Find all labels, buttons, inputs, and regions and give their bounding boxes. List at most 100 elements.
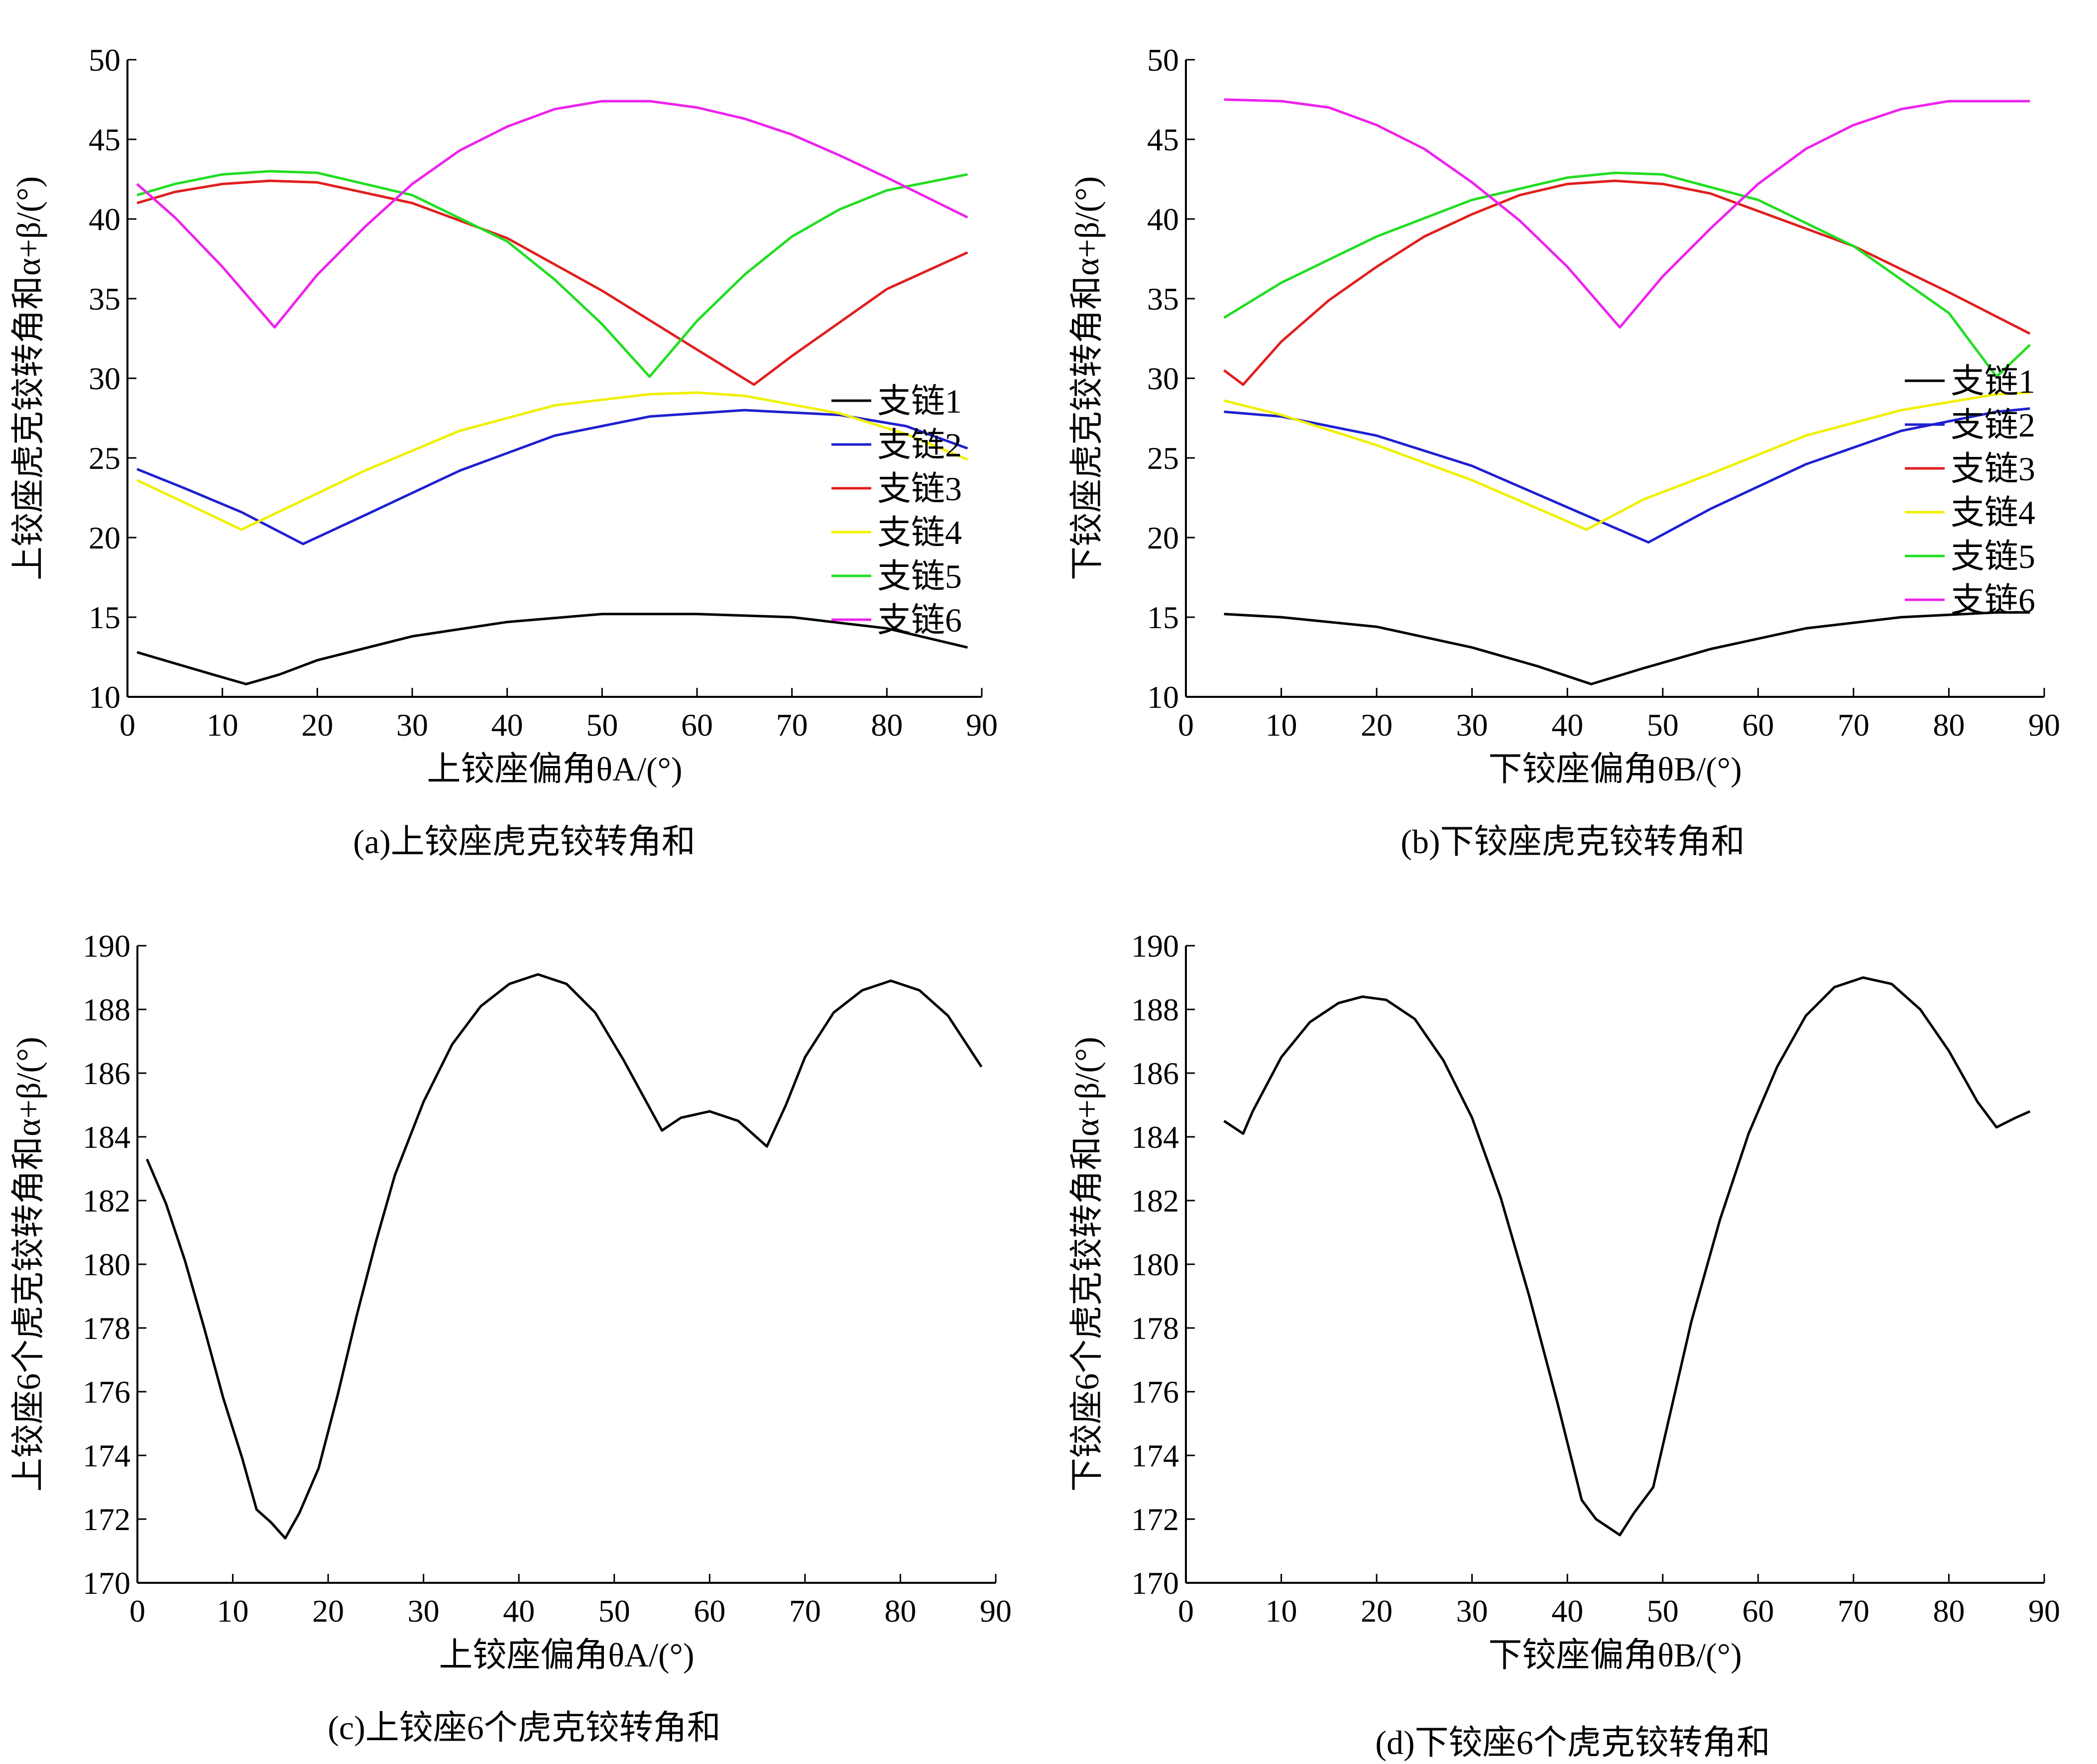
x-tick-label: 20 bbox=[312, 1593, 344, 1629]
legend-label: 支链1 bbox=[1951, 362, 2035, 400]
y-tick-label: 186 bbox=[83, 1056, 130, 1091]
series-line-4 bbox=[136, 391, 968, 531]
y-tick-label: 15 bbox=[89, 600, 120, 635]
y-axis-title: 下铰座虎克铰转角和α+β/(°) bbox=[1068, 176, 1106, 580]
y-tick-label: 10 bbox=[1147, 679, 1179, 715]
x-tick-label: 20 bbox=[1361, 1593, 1393, 1629]
y-tick-label: 176 bbox=[83, 1374, 130, 1410]
series-line-1 bbox=[136, 613, 968, 685]
legend-label: 支链2 bbox=[1951, 406, 2035, 444]
y-tick-label: 188 bbox=[1131, 992, 1179, 1027]
legend-label: 支链3 bbox=[877, 470, 962, 508]
x-tick-label: 70 bbox=[789, 1593, 821, 1629]
x-tick-label: 60 bbox=[1742, 1593, 1774, 1629]
x-tick-label: 40 bbox=[1551, 707, 1583, 743]
y-tick-label: 182 bbox=[1131, 1183, 1179, 1218]
x-tick-label: 20 bbox=[301, 707, 333, 743]
y-tick-label: 50 bbox=[89, 42, 120, 78]
x-tick-label: 80 bbox=[871, 707, 903, 743]
chart-panel-c: 0 10 20 30 40 50 60 70 80 90 170 172 174 176 178 180 182… bbox=[0, 886, 1048, 1762]
legend-label: 支链4 bbox=[1951, 494, 2035, 532]
legend-label: 支链5 bbox=[877, 557, 962, 595]
x-tick-label: 70 bbox=[1838, 707, 1869, 743]
y-tick-label: 172 bbox=[83, 1502, 130, 1537]
chart-svg-a: 0 10 20 30 40 50 60 70 80 90101520253035404550上铰座… bbox=[9, 42, 998, 788]
y-tick-label: 172 bbox=[1131, 1502, 1179, 1537]
x-tick-label: 10 bbox=[217, 1593, 249, 1629]
y-tick-label: 20 bbox=[89, 520, 120, 555]
legend-label: 支链6 bbox=[1951, 581, 2035, 619]
y-tick-label: 35 bbox=[89, 281, 120, 317]
chart-caption-a: (a)上铰座虎克铰转角和 bbox=[353, 823, 696, 861]
x-tick-label: 0 bbox=[129, 1593, 145, 1629]
y-tick-label: 178 bbox=[1131, 1311, 1179, 1346]
y-tick-label: 35 bbox=[1147, 281, 1179, 317]
series-line-3 bbox=[136, 179, 968, 386]
x-tick-label: 40 bbox=[491, 707, 523, 743]
x-tick-label: 50 bbox=[1647, 707, 1679, 743]
y-tick-label: 180 bbox=[83, 1247, 130, 1282]
y-tick-label: 30 bbox=[89, 361, 120, 396]
y-tick-label: 40 bbox=[89, 202, 120, 237]
chart-caption-d: (d)下铰座6个虎克铰转角和 bbox=[1375, 1724, 1770, 1762]
x-tick-label: 70 bbox=[776, 707, 808, 743]
y-axis-title: 上铰座虎克铰转角和α+β/(°) bbox=[9, 176, 47, 580]
x-tick-label: 60 bbox=[694, 1593, 725, 1629]
x-tick-label: 90 bbox=[2028, 707, 2060, 743]
y-tick-label: 30 bbox=[1147, 361, 1179, 396]
x-tick-label: 30 bbox=[1456, 707, 1488, 743]
series-line-1 bbox=[145, 973, 983, 1540]
y-tick-label: 45 bbox=[1147, 122, 1179, 157]
chart-caption-c: (c)上铰座6个虎克铰转角和 bbox=[328, 1709, 721, 1747]
x-tick-label: 10 bbox=[207, 707, 238, 743]
x-tick-label: 50 bbox=[1647, 1593, 1679, 1629]
legend-label: 支链5 bbox=[1951, 538, 2035, 575]
y-tick-label: 178 bbox=[83, 1311, 130, 1346]
series-line-5 bbox=[136, 170, 968, 378]
y-tick-label: 184 bbox=[1131, 1119, 1179, 1155]
chart-svg-d: 0 10 20 30 40 50 60 70 80 90 170 172 174 176 178 180 182… bbox=[1068, 928, 2060, 1674]
series-line-1 bbox=[1224, 611, 2030, 685]
y-tick-label: 190 bbox=[1131, 928, 1179, 964]
y-tick-label: 186 bbox=[1131, 1056, 1179, 1091]
x-tick-label: 30 bbox=[408, 1593, 440, 1629]
x-tick-label: 50 bbox=[598, 1593, 630, 1629]
x-tick-label: 30 bbox=[1456, 1593, 1488, 1629]
chart-panel-a: 0 10 20 30 40 50 60 70 80 90 10 15 20 25 30 35 40 45 50 上铰座… bbox=[0, 0, 1048, 876]
x-tick-label: 40 bbox=[503, 1593, 535, 1629]
y-tick-label: 170 bbox=[83, 1565, 130, 1601]
x-axis-title: 上铰座偏角θA/(°) bbox=[439, 1636, 694, 1674]
chart-panel-b: 0 10 20 30 40 50 60 70 80 90 10 15 20 25 30 35 40 45 50 下铰座… bbox=[1048, 0, 2097, 876]
y-tick-label: 10 bbox=[89, 679, 120, 715]
x-tick-label: 80 bbox=[884, 1593, 916, 1629]
chart-svg-c: 0 10 20 30 40 50 60 70 80 90 170 172 174 176 178 180 182… bbox=[9, 928, 1012, 1674]
y-axis-title: 下铰座6个虎克铰转角和α+β/(°) bbox=[1068, 1037, 1106, 1492]
legend-label: 支链2 bbox=[877, 426, 962, 464]
legend-label: 支链1 bbox=[877, 382, 962, 420]
y-tick-label: 20 bbox=[1147, 520, 1179, 555]
y-tick-label: 176 bbox=[1131, 1374, 1179, 1410]
x-tick-label: 0 bbox=[1178, 1593, 1194, 1629]
y-tick-label: 45 bbox=[89, 122, 120, 157]
x-tick-label: 60 bbox=[1742, 707, 1774, 743]
chart-panel-d: 0 10 20 30 40 50 60 70 80 90 170 172 174 176 178 180 182… bbox=[1048, 886, 2097, 1762]
x-tick-label: 30 bbox=[396, 707, 428, 743]
y-tick-label: 170 bbox=[1131, 1565, 1179, 1601]
series-line-1 bbox=[1223, 976, 2031, 1537]
y-tick-label: 174 bbox=[83, 1438, 130, 1473]
chart-svg-b: 0 10 20 30 40 50 60 70 80 90101520253035404550下铰座… bbox=[1068, 42, 2060, 788]
legend-label: 支链6 bbox=[877, 601, 962, 639]
x-tick-label: 0 bbox=[1178, 707, 1194, 743]
series-line-4 bbox=[1223, 391, 2030, 531]
legend-label: 支链4 bbox=[877, 514, 962, 551]
x-axis-title: 上铰座偏角θA/(°) bbox=[427, 750, 682, 788]
series-line-6 bbox=[1224, 98, 2030, 329]
y-axis-title: 上铰座6个虎克铰转角和α+β/(°) bbox=[9, 1037, 47, 1492]
x-tick-label: 10 bbox=[1266, 1593, 1297, 1629]
y-tick-label: 188 bbox=[83, 992, 130, 1027]
x-tick-label: 0 bbox=[119, 707, 135, 743]
series-line-5 bbox=[1223, 171, 2031, 378]
y-tick-label: 180 bbox=[1131, 1247, 1179, 1282]
y-tick-label: 190 bbox=[83, 928, 130, 964]
y-tick-label: 50 bbox=[1147, 42, 1179, 78]
